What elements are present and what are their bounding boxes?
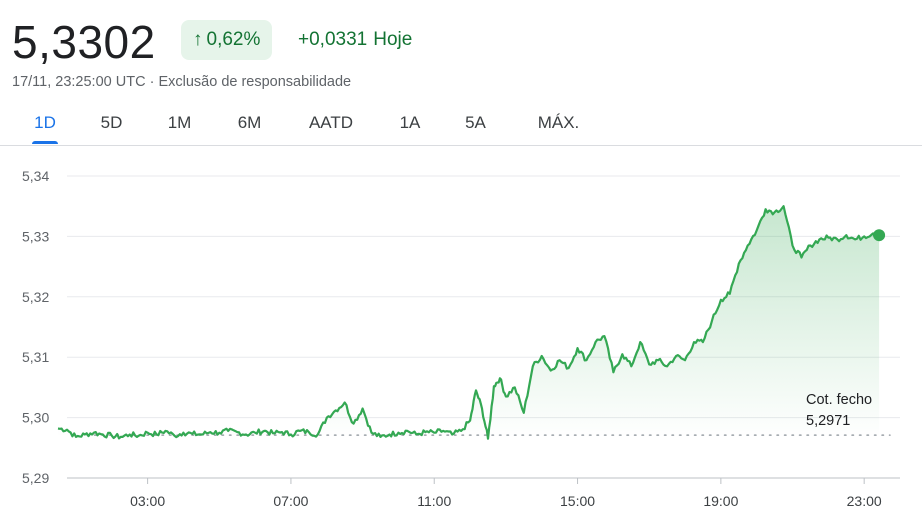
x-tick-label: 11:00: [417, 493, 451, 509]
tab-1a[interactable]: 1A: [399, 113, 421, 132]
y-tick-label: 5,32: [22, 289, 49, 305]
tab-1d[interactable]: 1D: [12, 108, 78, 144]
change-period: Hoje: [373, 29, 413, 50]
price-area: [58, 206, 880, 439]
tab-6m[interactable]: 6M: [237, 113, 262, 132]
tab-5a[interactable]: 5A: [465, 113, 486, 132]
x-axis: 03:00 07:00 11:00 15:00 19:00 23:00: [130, 478, 882, 509]
y-axis: 5,34 5,33 5,32 5,31 5,30 5,29: [22, 168, 49, 486]
change-percent: 0,62%: [206, 29, 261, 50]
change-absolute-value: +0,0331: [298, 29, 368, 50]
change-absolute: +0,0331 Hoje: [298, 29, 418, 51]
y-tick-label: 5,30: [22, 410, 49, 426]
tab-5d[interactable]: 5D: [100, 113, 123, 132]
separator: ·: [149, 74, 155, 90]
timestamp-line: 17/11, 23:25:00 UTC · Exclusão de respon…: [12, 74, 351, 90]
x-tick-label: 23:00: [847, 493, 882, 509]
tab-max[interactable]: MÁX.: [537, 113, 580, 132]
x-tick-label: 19:00: [703, 493, 738, 509]
x-tick-label: 07:00: [273, 493, 308, 509]
last-price-dot: [873, 229, 886, 242]
x-tick-label: 03:00: [130, 493, 165, 509]
tab-aatd[interactable]: AATD: [308, 113, 354, 132]
y-tick-label: 5,29: [22, 470, 49, 486]
disclaimer-link[interactable]: Exclusão de responsabilidade: [158, 74, 352, 90]
current-price: 5,3302: [12, 16, 156, 68]
y-tick-label: 5,31: [22, 349, 49, 365]
range-tabs: 1D 5D 1M 6M AATD 1A 5A MÁX.: [12, 108, 609, 144]
y-tick-label: 5,33: [22, 228, 49, 244]
arrow-up-icon: ↑: [193, 29, 203, 50]
timestamp: 17/11, 23:25:00 UTC: [12, 74, 146, 90]
previous-close-label: Cot. fecho: [806, 392, 872, 408]
y-tick-label: 5,34: [22, 168, 49, 184]
change-percent-badge: ↑ 0,62%: [181, 20, 273, 60]
x-tick-label: 15:00: [560, 493, 595, 509]
tabs-divider: [0, 145, 922, 146]
previous-close-value: 5,2971: [806, 413, 850, 429]
price-line: [57, 205, 880, 440]
tab-1m[interactable]: 1M: [167, 113, 192, 132]
